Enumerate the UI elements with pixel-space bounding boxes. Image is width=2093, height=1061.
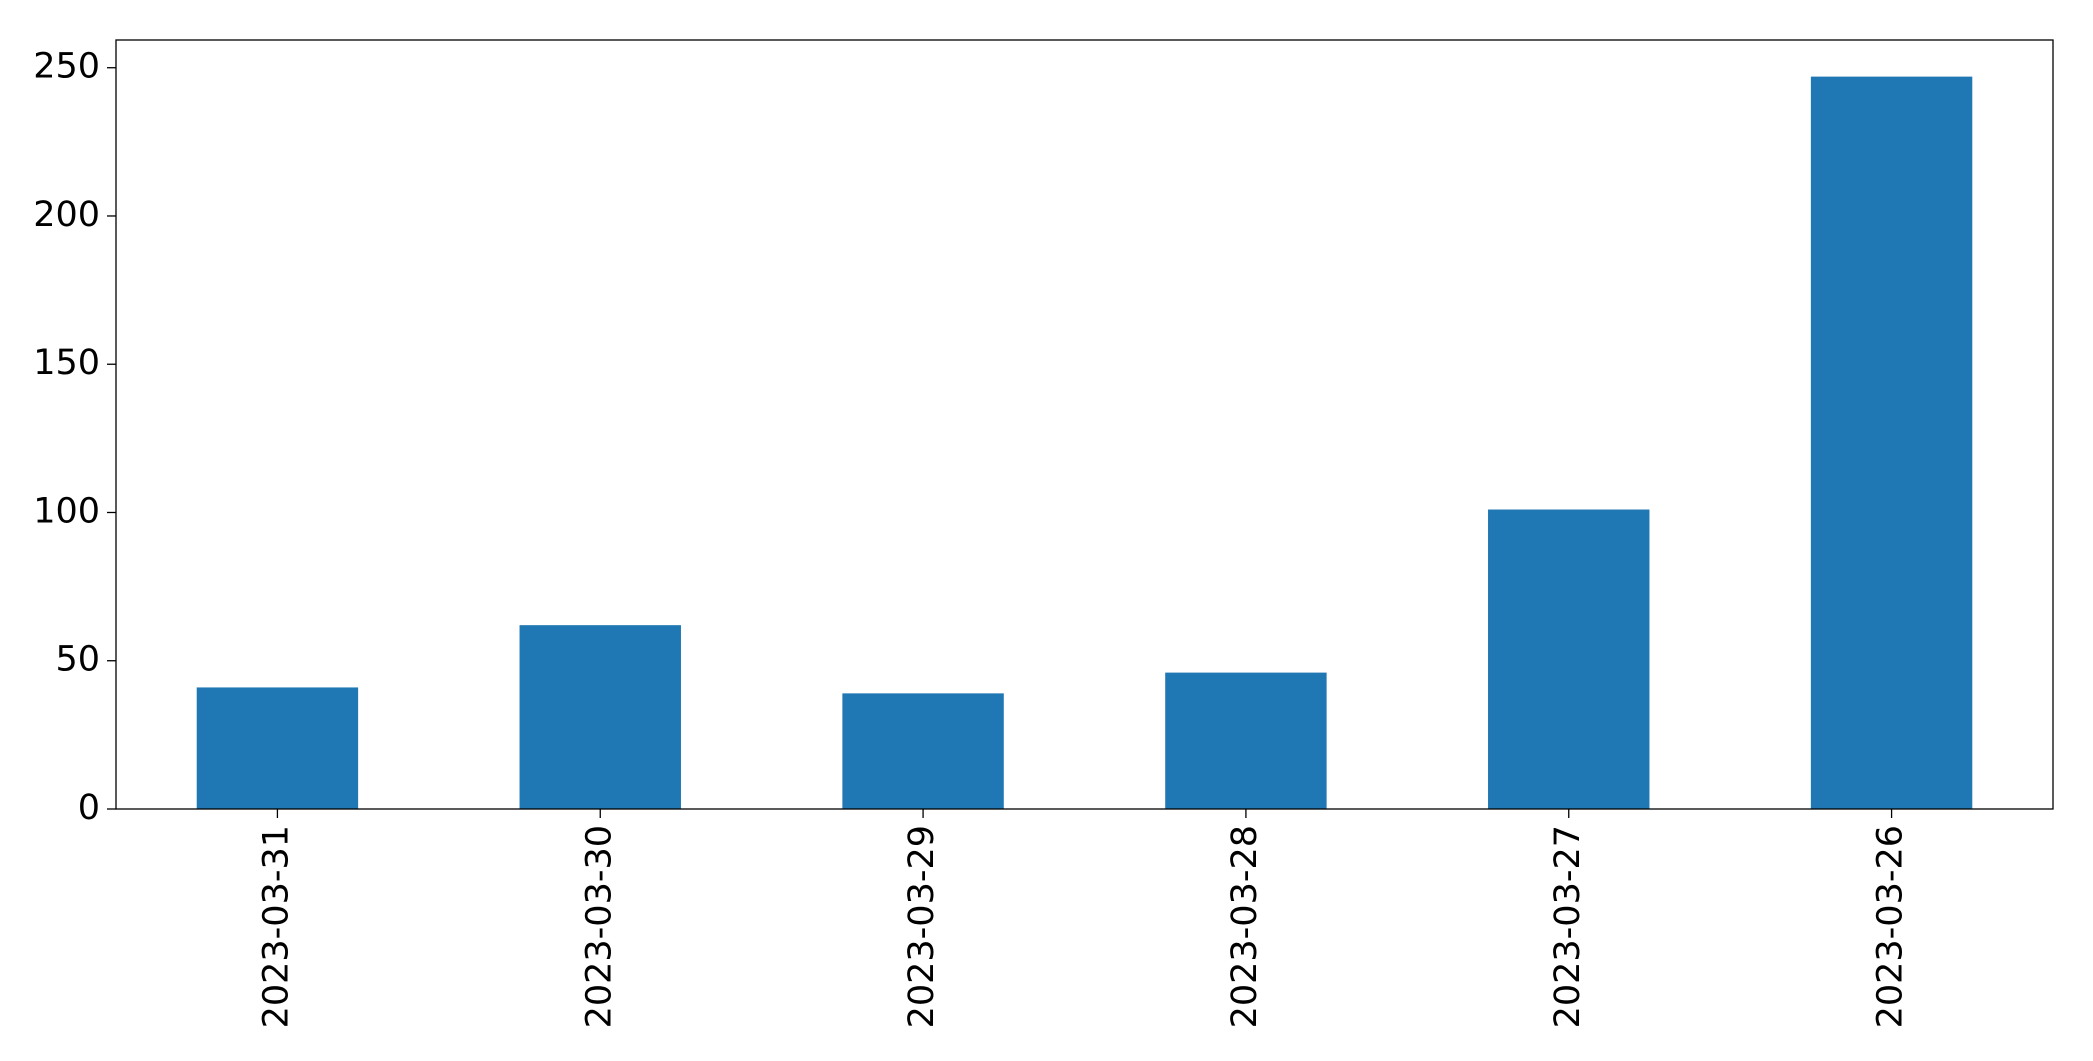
y-tick-label: 0 bbox=[78, 788, 100, 828]
x-tick-label: 2023-03-31 bbox=[256, 825, 296, 1028]
x-tick-label: 2023-03-30 bbox=[579, 825, 619, 1028]
y-tick-label: 50 bbox=[55, 640, 100, 680]
bar bbox=[519, 625, 681, 809]
x-tick-label: 2023-03-27 bbox=[1548, 825, 1588, 1028]
y-tick-label: 100 bbox=[33, 491, 100, 531]
x-tick-label: 2023-03-29 bbox=[902, 825, 942, 1028]
bar bbox=[1488, 509, 1650, 809]
x-tick-label: 2023-03-28 bbox=[1225, 825, 1265, 1028]
bar bbox=[842, 693, 1004, 809]
bar bbox=[196, 687, 359, 809]
bar bbox=[1165, 672, 1327, 809]
y-tick-label: 150 bbox=[33, 343, 100, 383]
plot-frame bbox=[115, 39, 2054, 810]
y-tick-label: 200 bbox=[33, 195, 100, 235]
bar bbox=[1810, 76, 1973, 810]
y-tick-label: 250 bbox=[33, 47, 100, 87]
x-tick-label: 2023-03-26 bbox=[1871, 825, 1911, 1028]
